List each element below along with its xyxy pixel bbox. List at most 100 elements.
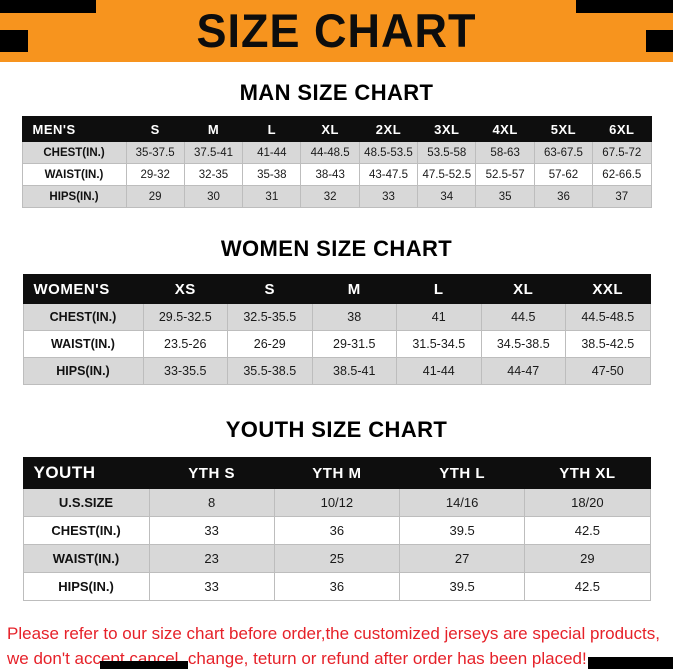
size-column-header: 4XL — [475, 116, 535, 142]
row-label: HIPS(IN.) — [21, 185, 127, 208]
size-column-header: L — [242, 116, 302, 142]
size-value: 31.5-34.5 — [396, 330, 482, 358]
size-column-header: M — [311, 274, 397, 304]
footer-note: Please refer to our size chart before or… — [0, 621, 673, 669]
size-value: 8 — [148, 488, 275, 517]
table-row: WAIST(IN.) 23.5-26 26-29 29-31.5 31.5-34.5 34… — [22, 330, 651, 358]
size-value: 67.5-72 — [592, 141, 652, 164]
size-value: 29-31.5 — [311, 330, 397, 358]
youth-size-heading: YOUTH SIZE CHART — [225, 417, 448, 442]
size-value: 62-66.5 — [592, 163, 652, 186]
crop-mark-bottom-right — [588, 657, 673, 669]
size-value: 33 — [148, 516, 275, 545]
size-value: 52.5-57 — [475, 163, 535, 186]
size-column-header: YTH M — [273, 457, 401, 489]
size-value: 30 — [183, 185, 244, 208]
size-value: 44.5-48.5 — [565, 303, 651, 331]
size-value: 35 — [475, 185, 535, 208]
size-value: 42.5 — [524, 572, 651, 601]
crop-mark-top-left — [0, 0, 96, 13]
youth-size-section: YOUTH SIZE CHART YOUTH YTH S YTH M YTH L YTH… — [0, 417, 673, 601]
table-row: HIPS(IN.) 33 36 39.5 42.5 — [22, 572, 651, 601]
row-label: HIPS(IN.) — [22, 357, 144, 385]
size-value: 37.5-41 — [183, 141, 244, 164]
size-column-header: XS — [142, 274, 228, 304]
size-value: 32 — [300, 185, 360, 208]
crop-mark-bottom-left — [100, 661, 188, 669]
table-row: CHEST(IN.) 33 36 39.5 42.5 — [22, 516, 651, 545]
size-value: 57-62 — [533, 163, 594, 186]
size-value: 44-47 — [480, 357, 566, 385]
size-value: 18/20 — [524, 488, 651, 517]
table-row: CHEST(IN.) 29.5-32.5 32.5-35.5 38 41 44.5 44.5… — [22, 303, 651, 331]
size-value: 33-35.5 — [142, 357, 228, 385]
size-value: 33 — [358, 185, 419, 208]
table-row: HIPS(IN.) 33-35.5 35.5-38.5 38.5-41 41-44 44-… — [22, 357, 651, 385]
size-value: 39.5 — [398, 516, 526, 545]
size-value: 31 — [242, 185, 302, 208]
table-corner-label: YOUTH — [22, 457, 150, 489]
table-row: WAIST(IN.) 29-32 32-35 35-38 38-43 43-47.5 47.… — [21, 163, 652, 186]
size-value: 33 — [148, 572, 275, 601]
size-value: 38 — [311, 303, 397, 331]
size-value: 36 — [273, 572, 401, 601]
size-value: 41-44 — [242, 141, 302, 164]
size-value: 47-50 — [565, 357, 651, 385]
size-value: 32-35 — [183, 163, 244, 186]
size-value: 42.5 — [524, 516, 651, 545]
youth-size-table: YOUTH YTH S YTH M YTH L YTH XL U.S.SIZE 8 10/12… — [22, 457, 651, 601]
size-value: 34.5-38.5 — [480, 330, 566, 358]
size-value: 58-63 — [475, 141, 535, 164]
size-value: 36 — [533, 185, 594, 208]
size-column-header: YTH XL — [524, 457, 651, 489]
size-column-header: YTH L — [398, 457, 526, 489]
size-value: 34 — [417, 185, 477, 208]
row-label: CHEST(IN.) — [22, 516, 150, 545]
size-value: 29-32 — [125, 163, 185, 186]
size-column-header: S — [125, 116, 185, 142]
size-column-header: M — [183, 116, 244, 142]
size-value: 63-67.5 — [533, 141, 594, 164]
crop-mark-right — [646, 30, 673, 52]
size-value: 38.5-41 — [311, 357, 397, 385]
size-column-header: L — [396, 274, 482, 304]
size-value: 10/12 — [273, 488, 401, 517]
size-column-header: YTH S — [148, 457, 275, 489]
size-value: 29 — [524, 544, 651, 573]
size-value: 35.5-38.5 — [227, 357, 313, 385]
footer-line-1: Please refer to our size chart before or… — [7, 624, 660, 643]
size-value: 26-29 — [227, 330, 313, 358]
size-value: 14/16 — [398, 488, 526, 517]
row-label: WAIST(IN.) — [21, 163, 127, 186]
header-row: MEN'S S M L XL 2XL 3XL 4XL 5XL 6XL — [21, 116, 652, 142]
row-label: WAIST(IN.) — [22, 330, 144, 358]
size-value: 27 — [398, 544, 526, 573]
size-value: 23 — [148, 544, 275, 573]
size-value: 43-47.5 — [358, 163, 419, 186]
man-size-heading: MAN SIZE CHART — [239, 80, 434, 105]
size-value: 36 — [273, 516, 401, 545]
size-value: 35-38 — [242, 163, 302, 186]
banner: SIZE CHART — [0, 0, 673, 62]
size-column-header: XL — [300, 116, 360, 142]
size-column-header: 6XL — [592, 116, 652, 142]
size-value: 39.5 — [398, 572, 526, 601]
size-value: 41 — [396, 303, 482, 331]
size-value: 47.5-52.5 — [417, 163, 477, 186]
women-size-section: WOMEN SIZE CHART WOMEN'S XS S M L XL XXL CHEST(… — [0, 236, 673, 385]
crop-mark-left — [0, 30, 28, 52]
row-label: HIPS(IN.) — [22, 572, 150, 601]
size-column-header: 3XL — [417, 116, 477, 142]
women-size-heading: WOMEN SIZE CHART — [220, 236, 453, 261]
man-size-table: MEN'S S M L XL 2XL 3XL 4XL 5XL 6XL CHEST(IN.) 35-37… — [21, 116, 652, 208]
size-value: 41-44 — [396, 357, 482, 385]
size-column-header: S — [227, 274, 313, 304]
table-row: WAIST(IN.) 23 25 27 29 — [22, 544, 651, 573]
size-value: 53.5-58 — [417, 141, 477, 164]
table-corner-label: WOMEN'S — [22, 274, 144, 304]
row-label: WAIST(IN.) — [22, 544, 150, 573]
row-label: CHEST(IN.) — [21, 141, 127, 164]
size-column-header: XXL — [565, 274, 651, 304]
table-row: U.S.SIZE 8 10/12 14/16 18/20 — [22, 488, 651, 517]
